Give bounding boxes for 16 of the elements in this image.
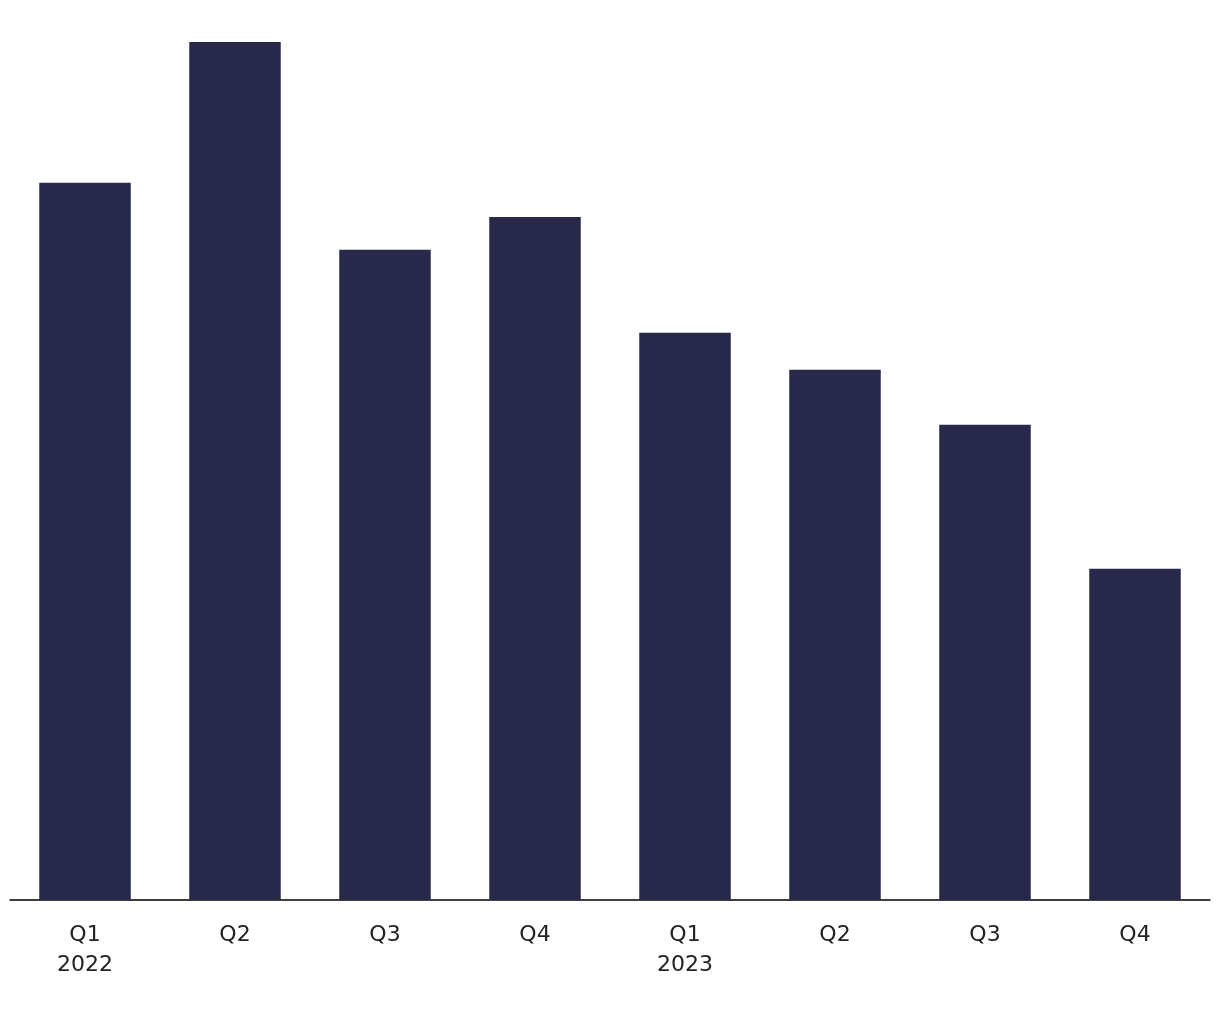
bar — [789, 369, 881, 900]
x-tick-label: Q1 2022 — [57, 920, 113, 976]
x-tick-label: Q2 — [819, 920, 851, 946]
bar — [189, 42, 281, 900]
x-tick-label: Q3 — [369, 920, 401, 946]
bar — [1089, 568, 1181, 900]
bar — [39, 182, 131, 900]
bar — [639, 332, 731, 900]
x-tick-label: Q4 — [1119, 920, 1151, 946]
bar — [489, 217, 581, 900]
bar — [339, 249, 431, 900]
x-tick-label: Q3 — [969, 920, 1001, 946]
bar — [939, 424, 1031, 900]
x-tick-label: Q4 — [519, 920, 551, 946]
x-tick-label: Q1 2023 — [657, 920, 713, 976]
x-tick-label: Q2 — [219, 920, 251, 946]
